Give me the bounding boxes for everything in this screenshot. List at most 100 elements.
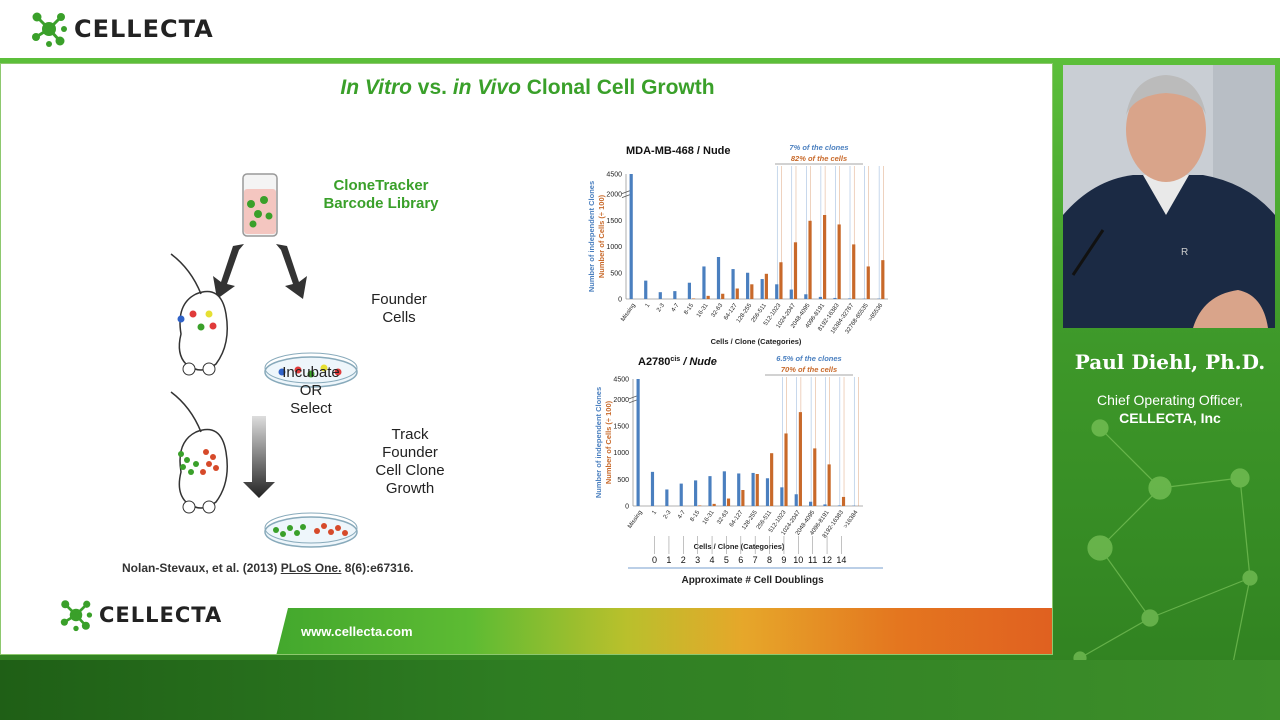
bar-cells	[808, 220, 812, 299]
bar-clones	[644, 280, 648, 299]
bar-cells	[852, 244, 856, 299]
bar-clones	[794, 494, 798, 506]
founder-label-line1: Founder	[371, 291, 427, 308]
library-label-line2: Barcode Library	[323, 195, 439, 212]
bar-clones	[737, 473, 741, 506]
bar-clones	[837, 505, 841, 506]
y-tick-label: 1500	[606, 218, 622, 225]
x-tick-label: 16-31	[702, 509, 716, 526]
track-label-line2: Founder	[382, 444, 438, 461]
title-part-3: in Vivo	[452, 76, 521, 99]
speaker-webcam: R	[1063, 65, 1275, 328]
doubling-tick-label: 6	[738, 555, 743, 565]
bar-cells	[698, 505, 702, 506]
bar-clones	[760, 279, 764, 299]
y-axis-label-clones: Number of independent Clones	[594, 387, 603, 498]
bar-cells	[750, 284, 754, 299]
bar-clones	[775, 284, 779, 299]
bar-cells	[712, 503, 716, 506]
top-bar: CELLECTA	[0, 0, 1280, 58]
chart-title-suffix: / Nude	[680, 356, 717, 368]
track-label: Track Founder Cell Clone Growth	[365, 426, 455, 498]
bar-cells	[779, 262, 783, 299]
doubling-tick-label: 1	[666, 555, 671, 565]
x-tick-label: >65536	[868, 302, 885, 323]
bar-clones	[708, 476, 712, 506]
chart-annotation-clones: 6.5% of the clones	[776, 354, 841, 363]
y-axis-label-cells: Number of Cells (÷ 100)	[597, 194, 606, 278]
bar-cells	[823, 215, 827, 299]
x-tick-label: 32-63	[711, 302, 725, 319]
bar-clones	[765, 478, 770, 506]
bar-cells	[721, 293, 725, 299]
track-label-line4: Growth	[385, 480, 435, 497]
barcode-workflow-diagram	[170, 173, 358, 548]
bar-cells	[813, 448, 817, 506]
track-label-line3: Cell Clone	[375, 462, 445, 479]
bar-cells	[692, 298, 696, 299]
chart-a2780: A2780cis / Nude 6.5% of the clones 70% of …	[594, 354, 883, 586]
bar-clones	[629, 174, 633, 299]
x-tick-label: 2-3	[656, 302, 666, 313]
bar-clones	[818, 296, 822, 299]
bar-clones	[847, 298, 852, 299]
speaker-role: Chief Operating Officer,	[1096, 392, 1244, 408]
slide-footer: www.cellecta.com CELLECTA	[1, 596, 1052, 654]
cellecta-molecule-icon	[60, 600, 93, 632]
title-part-1: In Vitro	[340, 76, 412, 99]
y-tick-label: 0	[618, 297, 622, 304]
bar-clones	[650, 471, 655, 506]
bar-clones	[789, 289, 793, 299]
x-tick-label: Missing	[627, 510, 644, 530]
x-tick-label: 32-63	[716, 509, 730, 526]
arrow-right-icon	[276, 244, 307, 299]
citation-journal: PLoS One.	[280, 561, 342, 575]
y-tick-label: 0	[625, 504, 629, 511]
cellecta-molecule-icon	[32, 12, 67, 47]
x-tick-label: >16384	[843, 509, 860, 530]
bar-cells	[741, 489, 745, 506]
bar-clones	[804, 294, 808, 299]
doubling-tick-label: 10	[793, 555, 803, 565]
x-tick-label: 8-15	[683, 302, 695, 316]
citation-authors: Nolan-Stevaux, et al. (2013)	[122, 561, 281, 575]
bar-cells	[726, 498, 731, 506]
bar-cells	[841, 496, 846, 506]
svg-text:R: R	[1181, 247, 1188, 258]
bar-cells	[798, 412, 802, 506]
bar-cells	[881, 260, 885, 299]
chart-annotation-cells: 82% of the cells	[791, 154, 847, 163]
x-tick-label: 16-31	[696, 302, 710, 319]
bar-clones	[679, 483, 683, 506]
mouse-icon	[170, 253, 228, 376]
incubate-label: Incubate OR Select	[269, 364, 353, 418]
bar-clones	[731, 269, 735, 299]
y-tick-label: 500	[610, 270, 622, 277]
y-tick-label: 2000	[613, 397, 629, 404]
doubling-tick-label: 12	[822, 555, 832, 565]
doubling-tick-label: 9	[781, 555, 786, 565]
presentation-slide: In Vitro vs. in Vivo Clonal Cell Growth	[0, 63, 1053, 655]
bar-clones	[823, 504, 827, 506]
incubate-label-line3: Select	[290, 400, 332, 417]
x-tick-label: 1	[645, 302, 652, 309]
doubling-tick-label: 14	[836, 555, 846, 565]
arrow-down-icon	[243, 416, 275, 498]
citation-volume: 8(6):e67316.	[341, 561, 414, 575]
y-tick-label: 1000	[606, 244, 622, 251]
y-tick-label: 4500	[613, 377, 629, 384]
bar-clones	[687, 282, 691, 299]
x-tick-label: 1	[651, 509, 658, 516]
bar-clones	[636, 379, 640, 506]
bar-clones	[809, 501, 813, 506]
chart-title: A2780cis / Nude	[638, 356, 717, 368]
brand-name: CELLECTA	[74, 15, 214, 43]
y-tick-label: 500	[617, 477, 629, 484]
bar-clones	[716, 257, 721, 299]
arrow-left-icon	[213, 244, 244, 299]
bar-clones	[694, 480, 698, 506]
bar-clones	[751, 472, 755, 506]
y-tick-label: 1000	[613, 450, 629, 457]
bar-cells	[866, 266, 870, 299]
x-tick-label: 4-7	[671, 302, 681, 313]
